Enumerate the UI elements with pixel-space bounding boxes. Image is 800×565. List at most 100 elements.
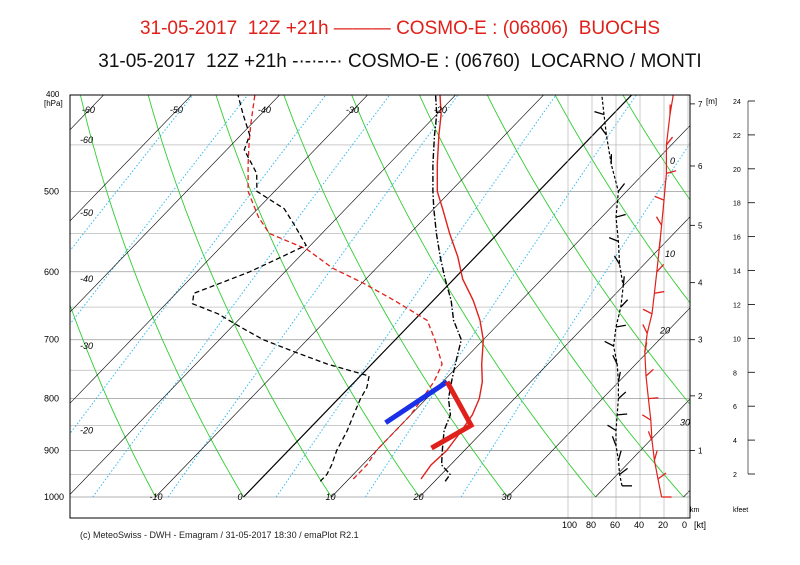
wind-axis-tick-label: 0 [682,520,687,530]
locarno-dewpoint-line [191,95,370,482]
theta-label: 20 [659,325,670,335]
y-axis-tick-label: 1000 [44,492,64,502]
kfeet-axis-label: kfeet [733,507,748,514]
isotherm-line [70,95,104,131]
dry-adiabat-line [486,95,690,405]
buochs-dewpoint-line [247,95,443,480]
isotherm-line [419,216,690,498]
temp-label-left: -30 [80,341,93,351]
mixing-ratio-line [167,95,459,498]
height-unit-label: km [690,507,700,514]
blue-gust-marker [384,379,449,425]
isotherm-line [155,95,544,498]
kfeet-tick-label: 4 [733,438,737,445]
buochs-wind-barb [655,216,663,226]
temp-label-top: -30 [346,105,359,115]
wind-axis-tick-label: 20 [658,520,668,530]
height-tick-label: 6 [698,162,703,171]
dry-adiabat-line [70,303,156,498]
height-tick-label: 5 [698,221,703,230]
isotherm-line [70,95,368,404]
isotherm-line [0,93,18,497]
height-tick-label: 2 [698,392,703,401]
locarno-wind-barb [594,110,605,116]
theta-label: 10 [665,249,675,259]
temp-label-bottom: -10 [150,492,163,502]
buochs-wind-barb [668,85,674,93]
mixing-ratio-line [70,95,249,325]
kfeet-tick-label: 16 [733,235,741,242]
buochs-wind-barb [654,195,665,201]
buochs-wind-barb [657,472,667,480]
locarno-wind-barb [615,324,626,328]
buochs-wind-barb [654,290,665,294]
height-tick-label: 7 [698,100,703,109]
kfeet-tick-label: 10 [733,336,741,343]
temp-label-bottom: 20 [413,492,424,502]
kfeet-tick-label: 12 [733,302,741,309]
y-axis-tick-label: 900 [44,446,59,456]
dry-adiabat-line [79,95,244,498]
buochs-wind-barb [645,368,654,377]
locarno-wind-barb [615,213,626,218]
kfeet-tick-label: 14 [733,269,741,276]
theta-label: 0 [670,156,675,166]
y-axis-tick-label: 800 [44,394,59,404]
dry-adiabat-line [0,93,68,497]
mixing-ratio-line [460,142,690,498]
isotherm-line [70,95,192,222]
wind-axis-tick-label: 60 [610,520,620,530]
dry-adiabat-line [147,95,332,498]
y-axis-tick-label: 500 [44,186,59,196]
mixing-ratio-line [364,95,637,498]
mixing-ratio-line [275,95,557,498]
locarno-wind-barb [619,467,628,475]
temp-label-bottom: 10 [326,492,336,502]
buochs-wind-barb [665,136,674,146]
y-axis-tick-label: 700 [44,335,59,345]
plot-frame [69,94,691,519]
locarno-wind-barb [608,237,619,242]
temp-label-bottom: 30 [502,492,512,502]
kfeet-tick-label: 6 [733,404,737,411]
locarno-wind-barb [617,371,621,382]
locarno-wind-barb [617,450,622,461]
height-tick-label: 4 [698,279,703,288]
locarno-wind-barb [607,424,617,432]
isotherm-line [243,95,633,498]
wind-axis-tick-label: 100 [562,520,577,530]
locarno-wind-barb [617,413,628,416]
buochs-wind-barb [653,450,658,461]
red-gust-marker [430,380,475,451]
buochs-wind-barb [647,431,653,441]
height-axis-label: [m] [706,97,717,106]
buochs-wind-barb [656,264,665,273]
locarno-wind-barb [620,299,629,308]
dry-adiabat-line [554,95,690,304]
y-axis-tick-label: 600 [44,267,59,277]
y-axis-tick-label: 400 [46,90,60,99]
dry-adiabat-line [283,95,508,498]
temp-label-left: -50 [80,208,93,218]
temp-label-left: -40 [80,274,93,284]
locarno-wind-barb [617,391,627,400]
locarno-wind-barb [622,276,625,287]
locarno-wind-barb [612,354,618,365]
isotherm-line [595,398,690,498]
height-tick-label: 3 [698,336,703,345]
temp-label-top: -40 [258,105,271,115]
locarno-wind-barb [617,183,626,192]
chart-title-station1: 31-05-2017 12Z +21h ——— COSMO-E : (06806… [139,18,661,39]
kfeet-tick-label: 20 [733,167,741,174]
buochs-wind-barb [648,397,659,400]
mixing-ratio-line [70,95,194,252]
locarno-wind-barb [613,255,621,265]
dry-adiabat-line [622,95,690,201]
kfeet-tick-label: 8 [733,370,737,377]
locarno-wind-speed-line [601,95,624,486]
dry-adiabat-line [351,95,596,498]
theta-label: 30 [680,417,690,427]
dry-adiabat-line [215,95,420,498]
wind-axis-tick-label: 80 [586,520,596,530]
